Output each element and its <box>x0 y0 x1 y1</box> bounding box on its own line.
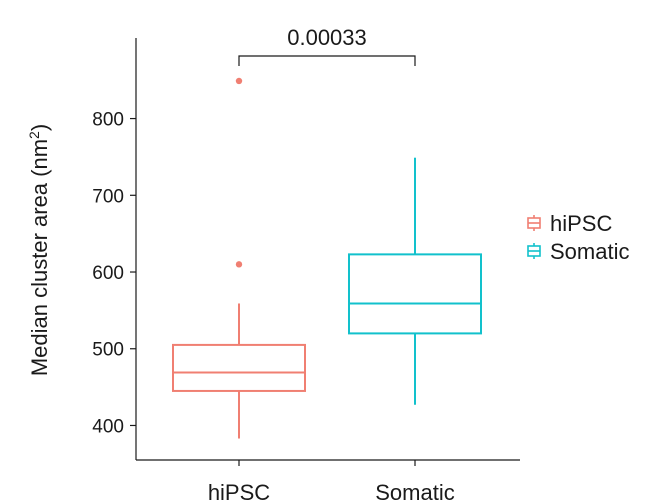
y-tick-label: 700 <box>92 186 124 207</box>
legend: hiPSC Somatic <box>527 211 629 264</box>
significance-annotation: 0.00033 <box>238 25 416 66</box>
legend-label: Somatic <box>550 239 629 264</box>
y-tick-label: 600 <box>92 263 124 284</box>
legend-item-somatic: Somatic <box>527 239 629 264</box>
y-tick-label: 500 <box>92 340 124 361</box>
y-axis-title: Median cluster area (nm2) <box>26 124 52 376</box>
axes: 400 500 600 700 800 hiPSC Somatic <box>92 38 520 504</box>
legend-label: hiPSC <box>550 211 612 236</box>
box-somatic <box>348 157 482 405</box>
box-body <box>348 253 482 335</box>
x-tick-label: hiPSC <box>208 480 270 504</box>
box-body <box>172 343 306 392</box>
box-hipsc <box>172 77 306 439</box>
outlier-point <box>235 77 243 85</box>
plot-marks <box>172 77 482 439</box>
outlier-point <box>235 261 243 268</box>
y-tick-label: 400 <box>92 416 124 437</box>
significance-bracket <box>238 55 416 66</box>
x-tick-label: Somatic <box>375 480 454 504</box>
y-tick-label: 800 <box>92 110 124 131</box>
p-value-label: 0.00033 <box>287 25 367 50</box>
legend-item-hipsc: hiPSC <box>527 211 612 236</box>
